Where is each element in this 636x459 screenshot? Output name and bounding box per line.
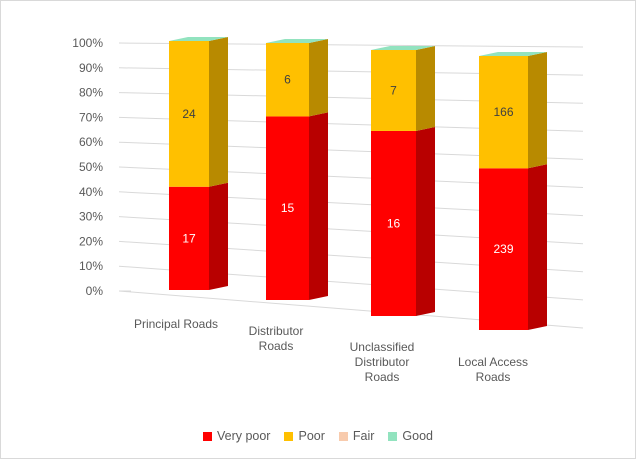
y-tick-label: 0% (86, 284, 104, 298)
y-tick-label: 60% (79, 135, 103, 149)
bar-segment-poor (169, 41, 209, 187)
legend-label: Good (402, 429, 434, 443)
bar-group: 16 7 (371, 46, 435, 317)
bar-group: 239 166 (479, 52, 547, 330)
chart-legend: Very poor Poor Fair Good (1, 429, 635, 443)
bar-segment-very-poor (266, 116, 309, 300)
legend-swatch (388, 431, 398, 441)
bar-side-poor (309, 39, 328, 117)
bar-segment-poor (371, 50, 416, 131)
category-label: Principal Roads (134, 317, 218, 331)
data-label: 239 (493, 242, 513, 256)
data-label: 17 (182, 231, 196, 245)
bar-side-very-poor (528, 164, 547, 330)
data-label: 6 (284, 73, 291, 87)
data-label: 7 (390, 83, 397, 97)
y-tick-label: 30% (79, 210, 103, 224)
bar-segment-very-poor (371, 130, 416, 316)
y-tick-label: 90% (79, 61, 103, 75)
y-tick-label: 10% (79, 259, 103, 273)
legend-label: Very poor (216, 429, 271, 443)
bar-segment-very-poor (169, 186, 209, 290)
legend-label: Poor (298, 429, 325, 443)
category-label: Local Access Roads (458, 355, 528, 384)
bar-side-very-poor (416, 126, 435, 317)
bar-side-very-poor (309, 112, 328, 300)
legend-item: Fair (338, 429, 375, 443)
bar-segment-very-poor (479, 168, 528, 330)
legend-label: Fair (352, 429, 375, 443)
bar-segment-poor (266, 43, 309, 117)
bar-side-very-poor (209, 182, 228, 290)
legend-item: Very poor (202, 429, 271, 443)
bar-side-poor (528, 52, 547, 169)
y-tick-label: 40% (79, 185, 103, 199)
bar-side-poor (209, 37, 228, 187)
category-label: Distributor Roads (249, 324, 304, 353)
bar-top-face (266, 39, 328, 43)
legend-swatch (338, 431, 348, 441)
y-tick-label: 20% (79, 234, 103, 248)
legend-item: Good (388, 429, 433, 443)
bar-side-poor (416, 46, 435, 131)
data-label: 24 (182, 107, 196, 121)
bar-top-face (371, 46, 435, 50)
legend-swatch (284, 431, 294, 441)
bar-top-face (479, 52, 547, 56)
y-tick-label: 50% (79, 160, 103, 174)
legend-swatch (202, 431, 212, 441)
data-label: 15 (281, 201, 295, 215)
bar-group: 15 6 (266, 39, 328, 300)
category-label: Unclassified Distributor Roads (350, 340, 415, 384)
legend-item: Poor (284, 429, 325, 443)
data-label: 166 (493, 105, 513, 119)
y-tick-label: 70% (79, 110, 103, 124)
y-tick-label: 80% (79, 86, 103, 100)
bar-segment-poor (479, 56, 528, 169)
bar-top-face (169, 37, 228, 41)
y-tick-label: 100% (72, 36, 103, 50)
data-label: 16 (387, 216, 401, 230)
